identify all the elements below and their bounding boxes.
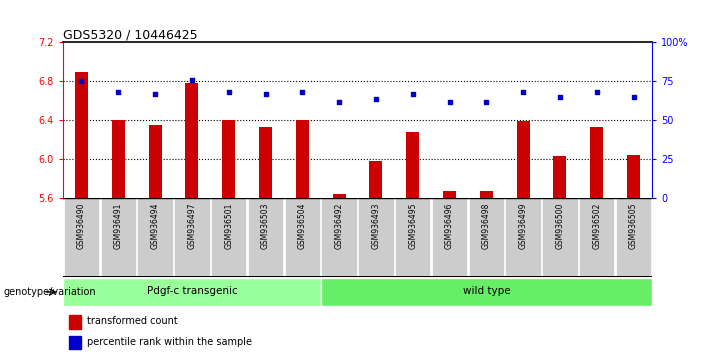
Bar [149,125,161,198]
Bar [63,278,320,306]
Point [591,90,602,95]
Text: GSM936493: GSM936493 [372,202,381,249]
Bar [137,198,172,276]
Point [628,94,639,100]
Bar [469,198,504,276]
Point [334,99,345,104]
Point [186,77,198,83]
Point [481,99,492,104]
Text: GSM936499: GSM936499 [519,202,528,249]
Text: genotype/variation: genotype/variation [4,287,96,297]
Text: GSM936495: GSM936495 [408,202,417,249]
Text: GSM936504: GSM936504 [298,202,307,249]
Bar [505,198,540,276]
Bar [322,198,357,276]
Point [149,91,161,97]
Point [76,79,87,84]
Bar [579,198,614,276]
Text: GSM936490: GSM936490 [77,202,86,249]
Text: GSM936498: GSM936498 [482,202,491,249]
Bar [407,132,419,198]
Bar [543,198,578,276]
Bar [296,120,308,198]
Text: Pdgf-c transgenic: Pdgf-c transgenic [147,286,237,296]
Text: wild type: wild type [463,286,510,296]
Bar [480,192,493,198]
Text: percentile rank within the sample: percentile rank within the sample [87,337,252,347]
Point [444,99,455,104]
Bar [64,198,99,276]
Bar [320,278,652,306]
Bar [432,198,467,276]
Text: GSM936492: GSM936492 [334,202,343,249]
Point [370,96,381,101]
Bar [616,198,651,276]
Text: transformed count: transformed count [87,316,177,326]
Bar [590,127,603,198]
Bar [75,72,88,198]
Text: GSM936497: GSM936497 [187,202,196,249]
Point [517,90,529,95]
Bar [443,192,456,198]
Bar [285,198,320,276]
Bar [333,194,346,198]
Text: GSM936502: GSM936502 [592,202,601,249]
Bar [101,198,136,276]
Point [407,91,418,97]
Bar [395,198,430,276]
Text: GSM936501: GSM936501 [224,202,233,249]
Point [223,90,234,95]
Point [260,91,271,97]
Text: GSM936496: GSM936496 [445,202,454,249]
Text: GSM936500: GSM936500 [555,202,564,249]
Point [554,94,566,100]
Bar [186,83,198,198]
Bar [554,156,566,198]
Point [113,90,124,95]
Text: GSM936491: GSM936491 [114,202,123,249]
Bar [175,198,210,276]
Bar [248,198,283,276]
Bar [369,161,382,198]
Bar [222,120,235,198]
Bar [69,336,81,349]
Bar [112,120,125,198]
Text: GSM936494: GSM936494 [151,202,160,249]
Bar [211,198,246,276]
Bar [259,127,272,198]
Point [297,90,308,95]
Bar [517,121,529,198]
Bar [358,198,393,276]
Text: GSM936505: GSM936505 [629,202,638,249]
Bar [69,315,81,329]
Text: GDS5320 / 10446425: GDS5320 / 10446425 [63,28,198,41]
Text: GSM936503: GSM936503 [261,202,270,249]
Bar [627,155,640,198]
